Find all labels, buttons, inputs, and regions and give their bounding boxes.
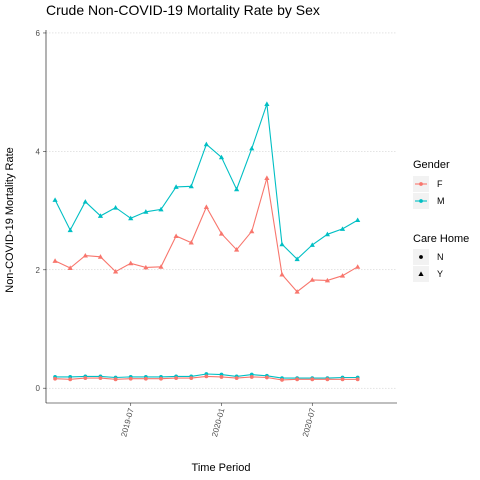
data-point (112, 205, 119, 210)
data-point (158, 206, 164, 212)
legend-gender-label: M (437, 196, 445, 206)
legend-gender-title: Gender (413, 159, 450, 171)
series-F-Y (52, 175, 361, 294)
data-point (340, 377, 345, 382)
data-point (203, 141, 209, 147)
legend-key-point (419, 182, 423, 186)
data-point (355, 217, 361, 223)
data-point (83, 376, 88, 381)
data-point (249, 228, 255, 234)
data-point (82, 252, 88, 258)
data-point (143, 209, 149, 214)
data-point (234, 376, 239, 381)
data-point (174, 376, 179, 381)
data-point (234, 247, 240, 252)
data-point (128, 215, 134, 221)
data-point (52, 258, 58, 263)
data-point (53, 376, 57, 381)
data-point (189, 376, 194, 381)
y-axis-title: Non-COVID-19 Mortality Rate (4, 147, 16, 293)
data-point (234, 186, 240, 192)
data-point (264, 375, 269, 380)
legend-shape-key (418, 271, 424, 276)
data-point (355, 377, 360, 382)
data-point (279, 271, 285, 277)
data-point (218, 231, 225, 236)
data-point (219, 375, 224, 379)
data-point (324, 231, 331, 237)
data-point (218, 154, 225, 160)
data-point (339, 226, 346, 231)
data-point (97, 213, 104, 218)
data-point (203, 204, 209, 209)
series-F-N (53, 374, 360, 382)
chart-title: Crude Non-COVID-19 Mortality Rate by Sex (46, 2, 320, 18)
legend: Gender FM Care Home NY (413, 159, 469, 282)
data-point (98, 376, 103, 381)
x-tick-label: 2020-07 (301, 407, 317, 438)
grid-lines (46, 32, 397, 389)
legend-carehome-label: N (437, 252, 444, 262)
data-point (204, 374, 209, 379)
data-point (355, 264, 361, 269)
y-tick-label: 0 (36, 384, 41, 393)
data-point (324, 277, 331, 283)
data-point (143, 376, 148, 381)
data-point (97, 254, 104, 259)
legend-gender-label: F (437, 179, 443, 189)
data-point (295, 377, 300, 382)
series-line (54, 177, 358, 293)
y-tick-label: 4 (36, 147, 41, 156)
data-point (128, 376, 133, 381)
legend-shape-key (419, 255, 423, 259)
x-tick-label: 2019-07 (119, 407, 135, 438)
data-point (294, 289, 300, 294)
data-point (310, 377, 315, 382)
data-point (158, 264, 164, 269)
data-point (188, 183, 194, 189)
data-point (82, 199, 88, 204)
series-M-Y (52, 101, 361, 262)
data-point (68, 377, 73, 382)
x-axis-title: Time Period (192, 462, 251, 474)
data-point (325, 377, 330, 382)
data-point (173, 233, 179, 238)
data-point (249, 375, 254, 379)
legend-carehome-title: Care Home (413, 233, 469, 245)
data-point (113, 377, 118, 382)
x-tick-label: 2020-01 (210, 407, 226, 438)
data-point (280, 378, 284, 382)
data-point (143, 264, 149, 270)
data-point (279, 241, 285, 247)
data-point (112, 268, 119, 274)
data-point (173, 184, 179, 189)
data-point (264, 175, 270, 180)
y-tick-label: 2 (36, 266, 41, 275)
data-point (128, 260, 134, 266)
data-point (52, 197, 58, 202)
data-point (309, 277, 315, 282)
data-series (52, 101, 361, 382)
data-point (264, 101, 270, 106)
data-point (294, 256, 300, 262)
data-point (159, 376, 163, 381)
data-point (188, 239, 194, 245)
series-line (54, 103, 358, 260)
data-point (339, 273, 346, 278)
data-point (249, 145, 255, 151)
y-tick-label: 6 (36, 29, 41, 38)
data-point (67, 265, 73, 270)
data-point (309, 242, 315, 247)
legend-key-point (419, 199, 423, 203)
data-point (67, 227, 73, 233)
legend-carehome-label: Y (437, 269, 443, 279)
